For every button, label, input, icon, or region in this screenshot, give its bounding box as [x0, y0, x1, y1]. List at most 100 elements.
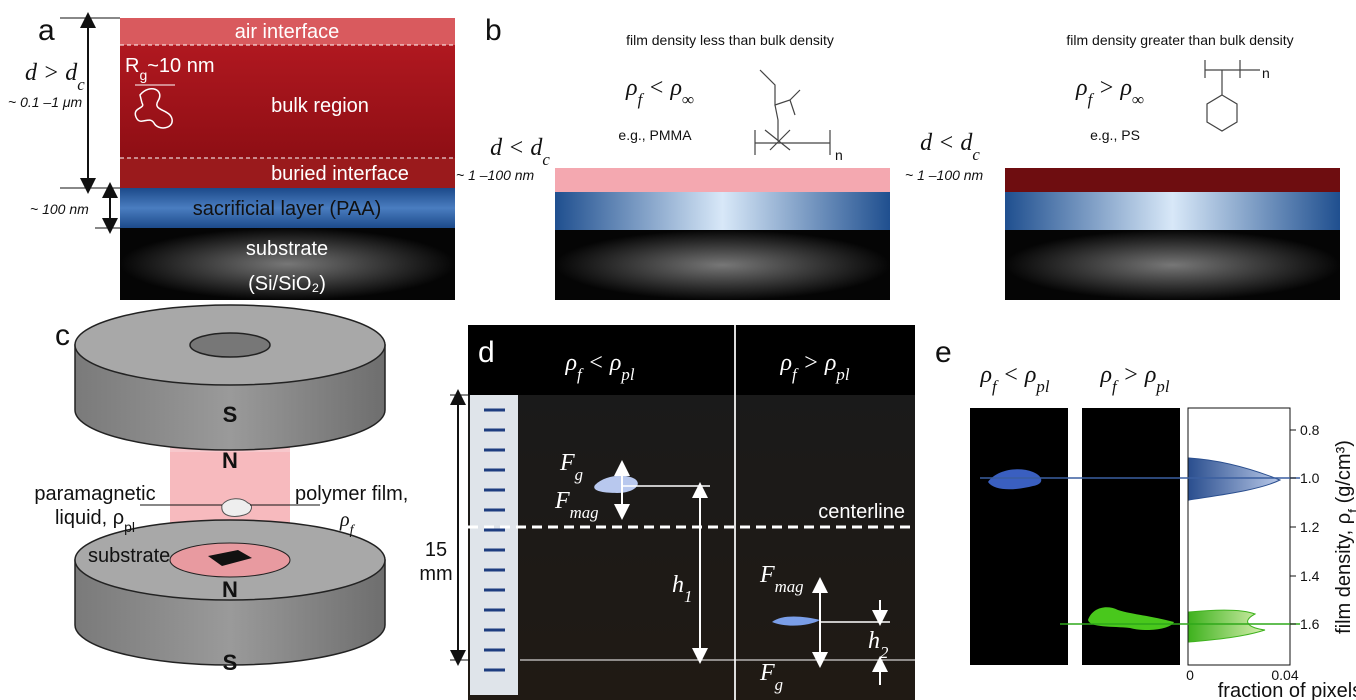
subscript: mag: [775, 577, 804, 596]
text-part: F: [759, 660, 775, 686]
subscript: ∞: [682, 90, 694, 109]
text-part: d < d: [490, 135, 543, 161]
subscript: f: [350, 523, 356, 538]
pole-label: N: [222, 448, 238, 473]
panel-label: a: [38, 14, 55, 47]
text-part: F: [554, 488, 570, 514]
y-tick-label: 1.6: [1300, 616, 1320, 632]
text-part: ~10 nm: [147, 55, 214, 77]
y-tick-label: 1.0: [1300, 470, 1320, 486]
range-label: ~ 1 –100 nm: [456, 167, 535, 183]
ps-structure: [1205, 60, 1260, 131]
low-density-film: [555, 168, 890, 192]
y-ticks: [1290, 430, 1296, 624]
sacrificial-layer: [555, 192, 890, 230]
range-label: ~ 0.1 –1 μm: [8, 94, 83, 110]
subscript: g: [775, 675, 783, 694]
subscript: pl: [124, 519, 135, 535]
text-part: ρ: [980, 362, 993, 388]
pmma-structure: [755, 70, 830, 155]
text-part: > ρ: [1092, 75, 1132, 101]
subscript: 2: [880, 643, 889, 662]
subscript: pl: [620, 365, 634, 384]
text-part: h: [868, 628, 880, 654]
annotation: polymer film,: [295, 483, 408, 505]
text-part: film density, ρ: [1333, 513, 1355, 634]
relation: ρf < ρ∞: [625, 75, 694, 109]
centerline-label: centerline: [818, 501, 905, 523]
annotation: paramagnetic: [34, 483, 155, 505]
x-tick-label: 0: [1186, 667, 1194, 683]
layer-label: bulk region: [271, 95, 369, 117]
text-part: < ρ: [997, 362, 1037, 388]
figure: aair interfaceRg~10 nmbulk regionburied …: [0, 0, 1356, 700]
thickness-label: d < dc: [490, 135, 550, 169]
text-part: F: [559, 450, 575, 476]
text-part: (g/cm³): [1333, 440, 1355, 509]
pole-label: N: [222, 577, 238, 602]
panel-label: e: [935, 336, 952, 369]
repeat-unit: n: [1262, 65, 1270, 81]
panel-label: b: [485, 14, 502, 47]
range-label: ~ 100 nm: [30, 201, 89, 217]
subscript: c: [972, 145, 980, 164]
example: e.g., PS: [1090, 127, 1140, 143]
subscript: mag: [570, 503, 599, 522]
text-part: d > d: [25, 60, 78, 86]
column-header: ρf > ρpl: [1100, 362, 1170, 396]
subscript: c: [77, 75, 85, 94]
header-bar: [468, 325, 915, 395]
text-part: ρ: [625, 75, 638, 101]
sacrificial-layer: [1005, 192, 1340, 230]
subscript: ∞: [1132, 90, 1144, 109]
panel-e: [970, 408, 1300, 665]
text-part: R: [125, 55, 139, 77]
layer-label: substrate: [246, 238, 328, 260]
subscript: c: [542, 150, 550, 169]
layer-label: buried interface: [271, 163, 409, 185]
repeat-unit: n: [835, 147, 843, 163]
y-axis-label: film density, ρf (g/cm³): [1333, 440, 1356, 634]
text-part: < ρ: [642, 75, 682, 101]
thickness-label: d > dc: [25, 60, 85, 94]
substrate-layer: [1005, 230, 1340, 300]
image-left: [970, 408, 1068, 665]
annotation: substrate: [88, 545, 170, 567]
text-part: liquid, ρ: [55, 507, 124, 529]
thickness-label: d < dc: [920, 130, 980, 164]
text-part: ρ: [1075, 75, 1088, 101]
subscript: g: [139, 67, 147, 83]
panel-label: c: [55, 319, 70, 352]
layer-label: (Si/SiO₂): [248, 273, 326, 295]
subscript: 1: [684, 587, 692, 606]
y-tick-label: 1.2: [1300, 519, 1320, 535]
scale-label: mm: [419, 563, 452, 585]
pole-label: S: [223, 402, 238, 427]
example: e.g., PMMA: [618, 127, 692, 143]
high-density-film: [1005, 168, 1340, 192]
y-tick-label: 0.8: [1300, 422, 1320, 438]
relation: ρf > ρ∞: [1075, 75, 1144, 109]
text-part: ρ: [339, 509, 350, 531]
text-part: ρ: [780, 350, 793, 376]
column-title: film density less than bulk density: [626, 32, 834, 48]
text-part: ρ: [1100, 362, 1113, 388]
scale-label: 15: [425, 539, 447, 561]
subscript: pl: [1035, 377, 1049, 396]
subscript: g: [575, 465, 583, 484]
y-tick-label: 1.4: [1300, 568, 1320, 584]
text-part: F: [759, 562, 775, 588]
range-label: ~ 1 –100 nm: [905, 167, 984, 183]
substrate-layer: [555, 230, 890, 300]
pole-label: S: [223, 650, 238, 675]
text-part: ρ: [565, 350, 578, 376]
subscript: pl: [1155, 377, 1169, 396]
text-part: < ρ: [582, 350, 622, 376]
text-part: h: [672, 572, 684, 598]
magnet-hole: [190, 333, 270, 357]
column-title: film density greater than bulk density: [1066, 32, 1293, 48]
x-axis-label: fraction of pixels: [1218, 680, 1356, 700]
subscript: pl: [835, 365, 849, 384]
layer-label: air interface: [235, 21, 340, 43]
text-part: d < d: [920, 130, 973, 156]
